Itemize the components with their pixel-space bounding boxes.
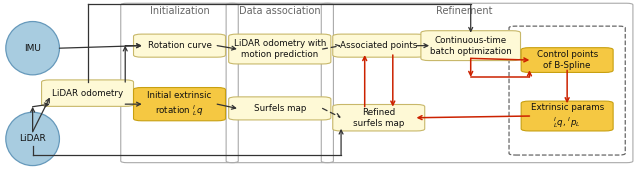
Text: Rotation curve: Rotation curve	[148, 41, 211, 50]
Text: Extrinsic params
$^I_Lq$, $^Ip_L$: Extrinsic params $^I_Lq$, $^Ip_L$	[531, 103, 604, 130]
FancyBboxPatch shape	[521, 48, 613, 73]
Text: Initialization: Initialization	[150, 5, 209, 16]
Text: LiDAR: LiDAR	[19, 134, 46, 143]
Text: LiDAR odometry with
motion prediction: LiDAR odometry with motion prediction	[234, 39, 326, 59]
FancyBboxPatch shape	[228, 97, 331, 120]
FancyBboxPatch shape	[333, 34, 425, 57]
Text: Control points
of B-Spline: Control points of B-Spline	[536, 50, 598, 70]
FancyBboxPatch shape	[134, 34, 225, 57]
FancyBboxPatch shape	[421, 31, 520, 61]
Text: Refinement: Refinement	[436, 5, 493, 16]
Text: Associated points: Associated points	[340, 41, 417, 50]
Text: Initial extrinsic
rotation $^I_Lq$: Initial extrinsic rotation $^I_Lq$	[147, 91, 212, 118]
Text: Refined
surfels map: Refined surfels map	[353, 108, 404, 128]
Text: IMU: IMU	[24, 44, 41, 53]
FancyBboxPatch shape	[228, 34, 331, 64]
Text: Surfels map: Surfels map	[253, 104, 306, 113]
Ellipse shape	[6, 112, 60, 166]
FancyBboxPatch shape	[134, 88, 225, 121]
Text: LiDAR odometry: LiDAR odometry	[52, 89, 123, 98]
FancyBboxPatch shape	[42, 80, 134, 106]
FancyBboxPatch shape	[521, 101, 613, 131]
Ellipse shape	[6, 22, 60, 75]
Text: Continuous-time
batch optimization: Continuous-time batch optimization	[430, 36, 511, 56]
Text: Data association: Data association	[239, 5, 321, 16]
FancyBboxPatch shape	[333, 104, 425, 131]
